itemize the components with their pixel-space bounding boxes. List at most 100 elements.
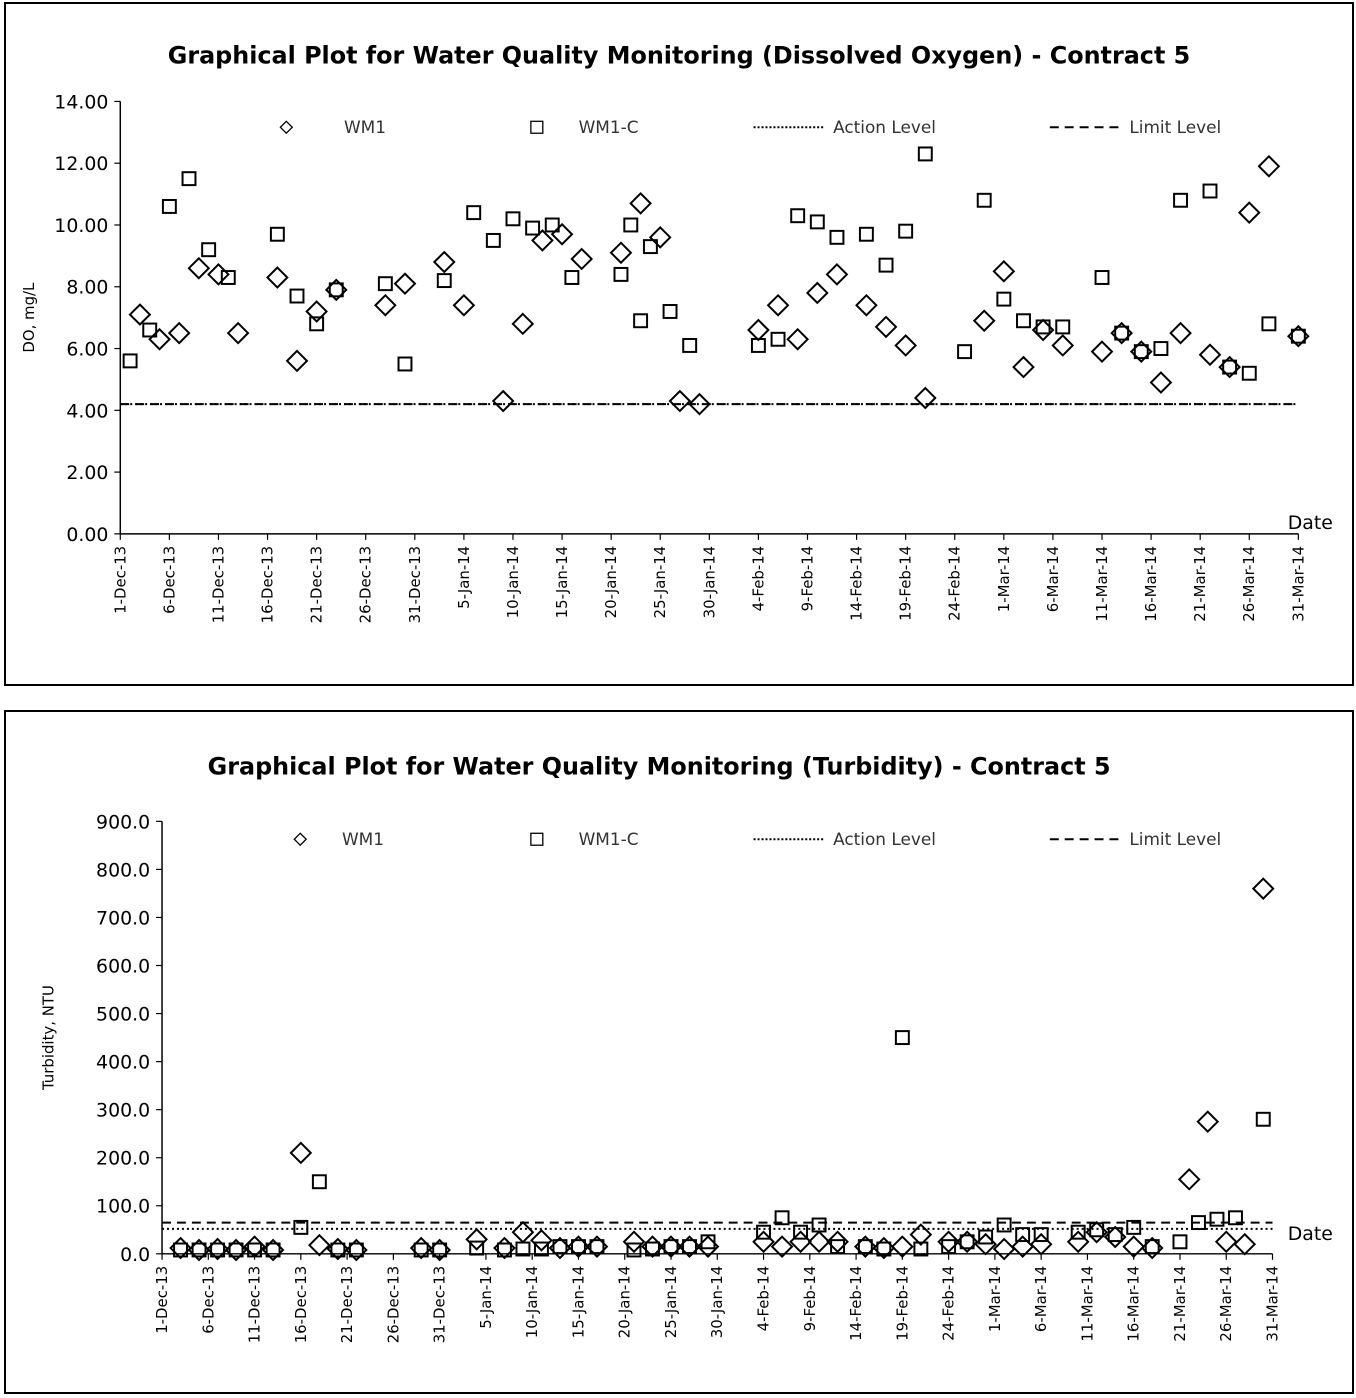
x-tick-label: 24-Feb-14 — [946, 546, 964, 621]
wm1-point — [992, 259, 1016, 283]
wm1-c-point — [894, 1030, 910, 1046]
wm1-c-point — [269, 226, 285, 242]
wm1-point — [747, 318, 770, 342]
y-tick-label: 600.0 — [96, 955, 150, 977]
wm1-point — [128, 303, 152, 326]
wm1-point — [530, 1229, 553, 1252]
legend-label: WM1-C — [579, 117, 639, 137]
wm1-c-point — [544, 217, 560, 233]
wm1-c-point — [1228, 1210, 1243, 1226]
wm1-point — [891, 1235, 914, 1258]
chart-title: Graphical Plot for Water Quality Monitor… — [208, 753, 1111, 781]
x-axis-label: Date — [1288, 512, 1333, 534]
legend-label: WM1-C — [579, 829, 639, 849]
wm1-c-point — [181, 171, 197, 187]
legend-label: WM1 — [342, 829, 384, 849]
x-tick-label: 16-Mar-14 — [1125, 1266, 1143, 1342]
x-tick-label: 30-Jan-14 — [700, 546, 718, 619]
wm1-c-point — [682, 1239, 697, 1255]
x-tick-label: 6-Mar-14 — [1032, 1266, 1050, 1332]
x-tick-label: 25-Jan-14 — [662, 1266, 680, 1339]
x-tick-label: 10-Jan-14 — [504, 546, 522, 619]
wm1-c-point — [613, 266, 629, 282]
wm1-point — [648, 225, 672, 249]
chart-title: Graphical Plot for Water Quality Monitor… — [168, 42, 1191, 70]
wm1-c-point — [173, 1242, 189, 1258]
wm1-point — [894, 334, 918, 357]
x-tick-label: 6-Dec-13 — [160, 546, 178, 614]
wm1-point — [1051, 334, 1075, 357]
wm1-point — [1237, 201, 1261, 224]
y-axis-label: Turbidity, NTU — [40, 985, 58, 1091]
x-tick-label: 11-Dec-13 — [246, 1266, 264, 1344]
x-tick-label: 16-Dec-13 — [292, 1266, 310, 1344]
wm1-c-point — [1094, 270, 1110, 285]
wm1-c-point — [790, 208, 806, 224]
x-tick-label: 24-Feb-14 — [940, 1266, 958, 1341]
wm1-c-point — [1172, 1234, 1188, 1250]
wm1-point — [289, 1141, 313, 1165]
wm1-point — [1149, 371, 1173, 394]
wm1-c-point — [1290, 328, 1306, 344]
wm1-point — [622, 1230, 646, 1254]
x-tick-label: 10-Jan-14 — [523, 1266, 541, 1339]
y-tick-label: 700.0 — [96, 907, 150, 929]
wm1-c-point — [1107, 1227, 1123, 1243]
wm1-point — [855, 293, 878, 317]
wm1-c-point — [201, 242, 217, 258]
y-tick-label: 6.00 — [66, 339, 108, 361]
y-tick-label: 800.0 — [96, 859, 150, 881]
wm1-c-point — [809, 214, 825, 230]
legend-diamond-icon — [279, 120, 294, 135]
wm1-point — [374, 293, 397, 317]
wm1-c-point — [1055, 319, 1071, 335]
wm1-c-point — [228, 1242, 244, 1258]
wm1-point — [1177, 1167, 1201, 1191]
wm1-c-point — [1222, 359, 1238, 375]
wm1-c-point — [1153, 341, 1169, 357]
wm1-c-point — [633, 313, 649, 329]
x-tick-label: 19-Feb-14 — [893, 1266, 911, 1341]
wm1-point — [1122, 1235, 1146, 1258]
wm1-c-point — [1202, 183, 1218, 199]
wm1-c-point — [1173, 192, 1189, 208]
wm1-point — [1169, 321, 1192, 345]
wm1-c-point — [525, 220, 541, 236]
wm1-c-point — [663, 1239, 679, 1255]
x-tick-label: 21-Mar-14 — [1171, 1266, 1189, 1342]
wm1-point — [1251, 877, 1275, 900]
wm1-c-point — [1133, 344, 1149, 360]
legend-label: WM1 — [344, 117, 386, 137]
wm1-c-point — [1015, 1227, 1031, 1243]
x-tick-label: 6-Dec-13 — [199, 1266, 217, 1334]
legend-label: Action Level — [833, 117, 936, 137]
x-tick-label: 11-Dec-13 — [209, 546, 227, 624]
wm1-c-point — [750, 337, 766, 353]
legend-label: Limit Level — [1129, 117, 1221, 137]
wm1-point — [285, 349, 309, 373]
x-tick-label: 16-Mar-14 — [1142, 546, 1160, 622]
wm1-c-point — [1191, 1215, 1206, 1231]
y-tick-label: 500.0 — [96, 1004, 150, 1026]
wm1-point — [207, 263, 230, 286]
wm1-point — [909, 1223, 933, 1246]
x-tick-label: 26-Mar-14 — [1240, 546, 1258, 622]
wm1-c-point — [328, 282, 344, 298]
wm1-c-point — [959, 1234, 975, 1250]
wm1-c-point — [878, 257, 894, 273]
wm1-c-point — [700, 1234, 716, 1250]
wm1-c-point — [122, 353, 138, 369]
wm1-c-point — [857, 1239, 873, 1255]
turbidity-chart-panel: Graphical Plot for Water Quality Monitor… — [4, 710, 1354, 1394]
wm1-point — [187, 256, 211, 280]
x-tick-label: 30-Jan-14 — [708, 1266, 726, 1339]
wm1-c-point — [1016, 313, 1031, 329]
y-tick-label: 8.00 — [66, 277, 108, 299]
wm1-point — [266, 266, 289, 289]
wm1-point — [1196, 1110, 1220, 1134]
wm1-point — [393, 272, 417, 296]
wm1-point — [874, 315, 898, 339]
wm1-point — [629, 192, 652, 215]
wm1-point — [992, 1237, 1016, 1261]
wm1-c-point — [645, 1241, 660, 1257]
